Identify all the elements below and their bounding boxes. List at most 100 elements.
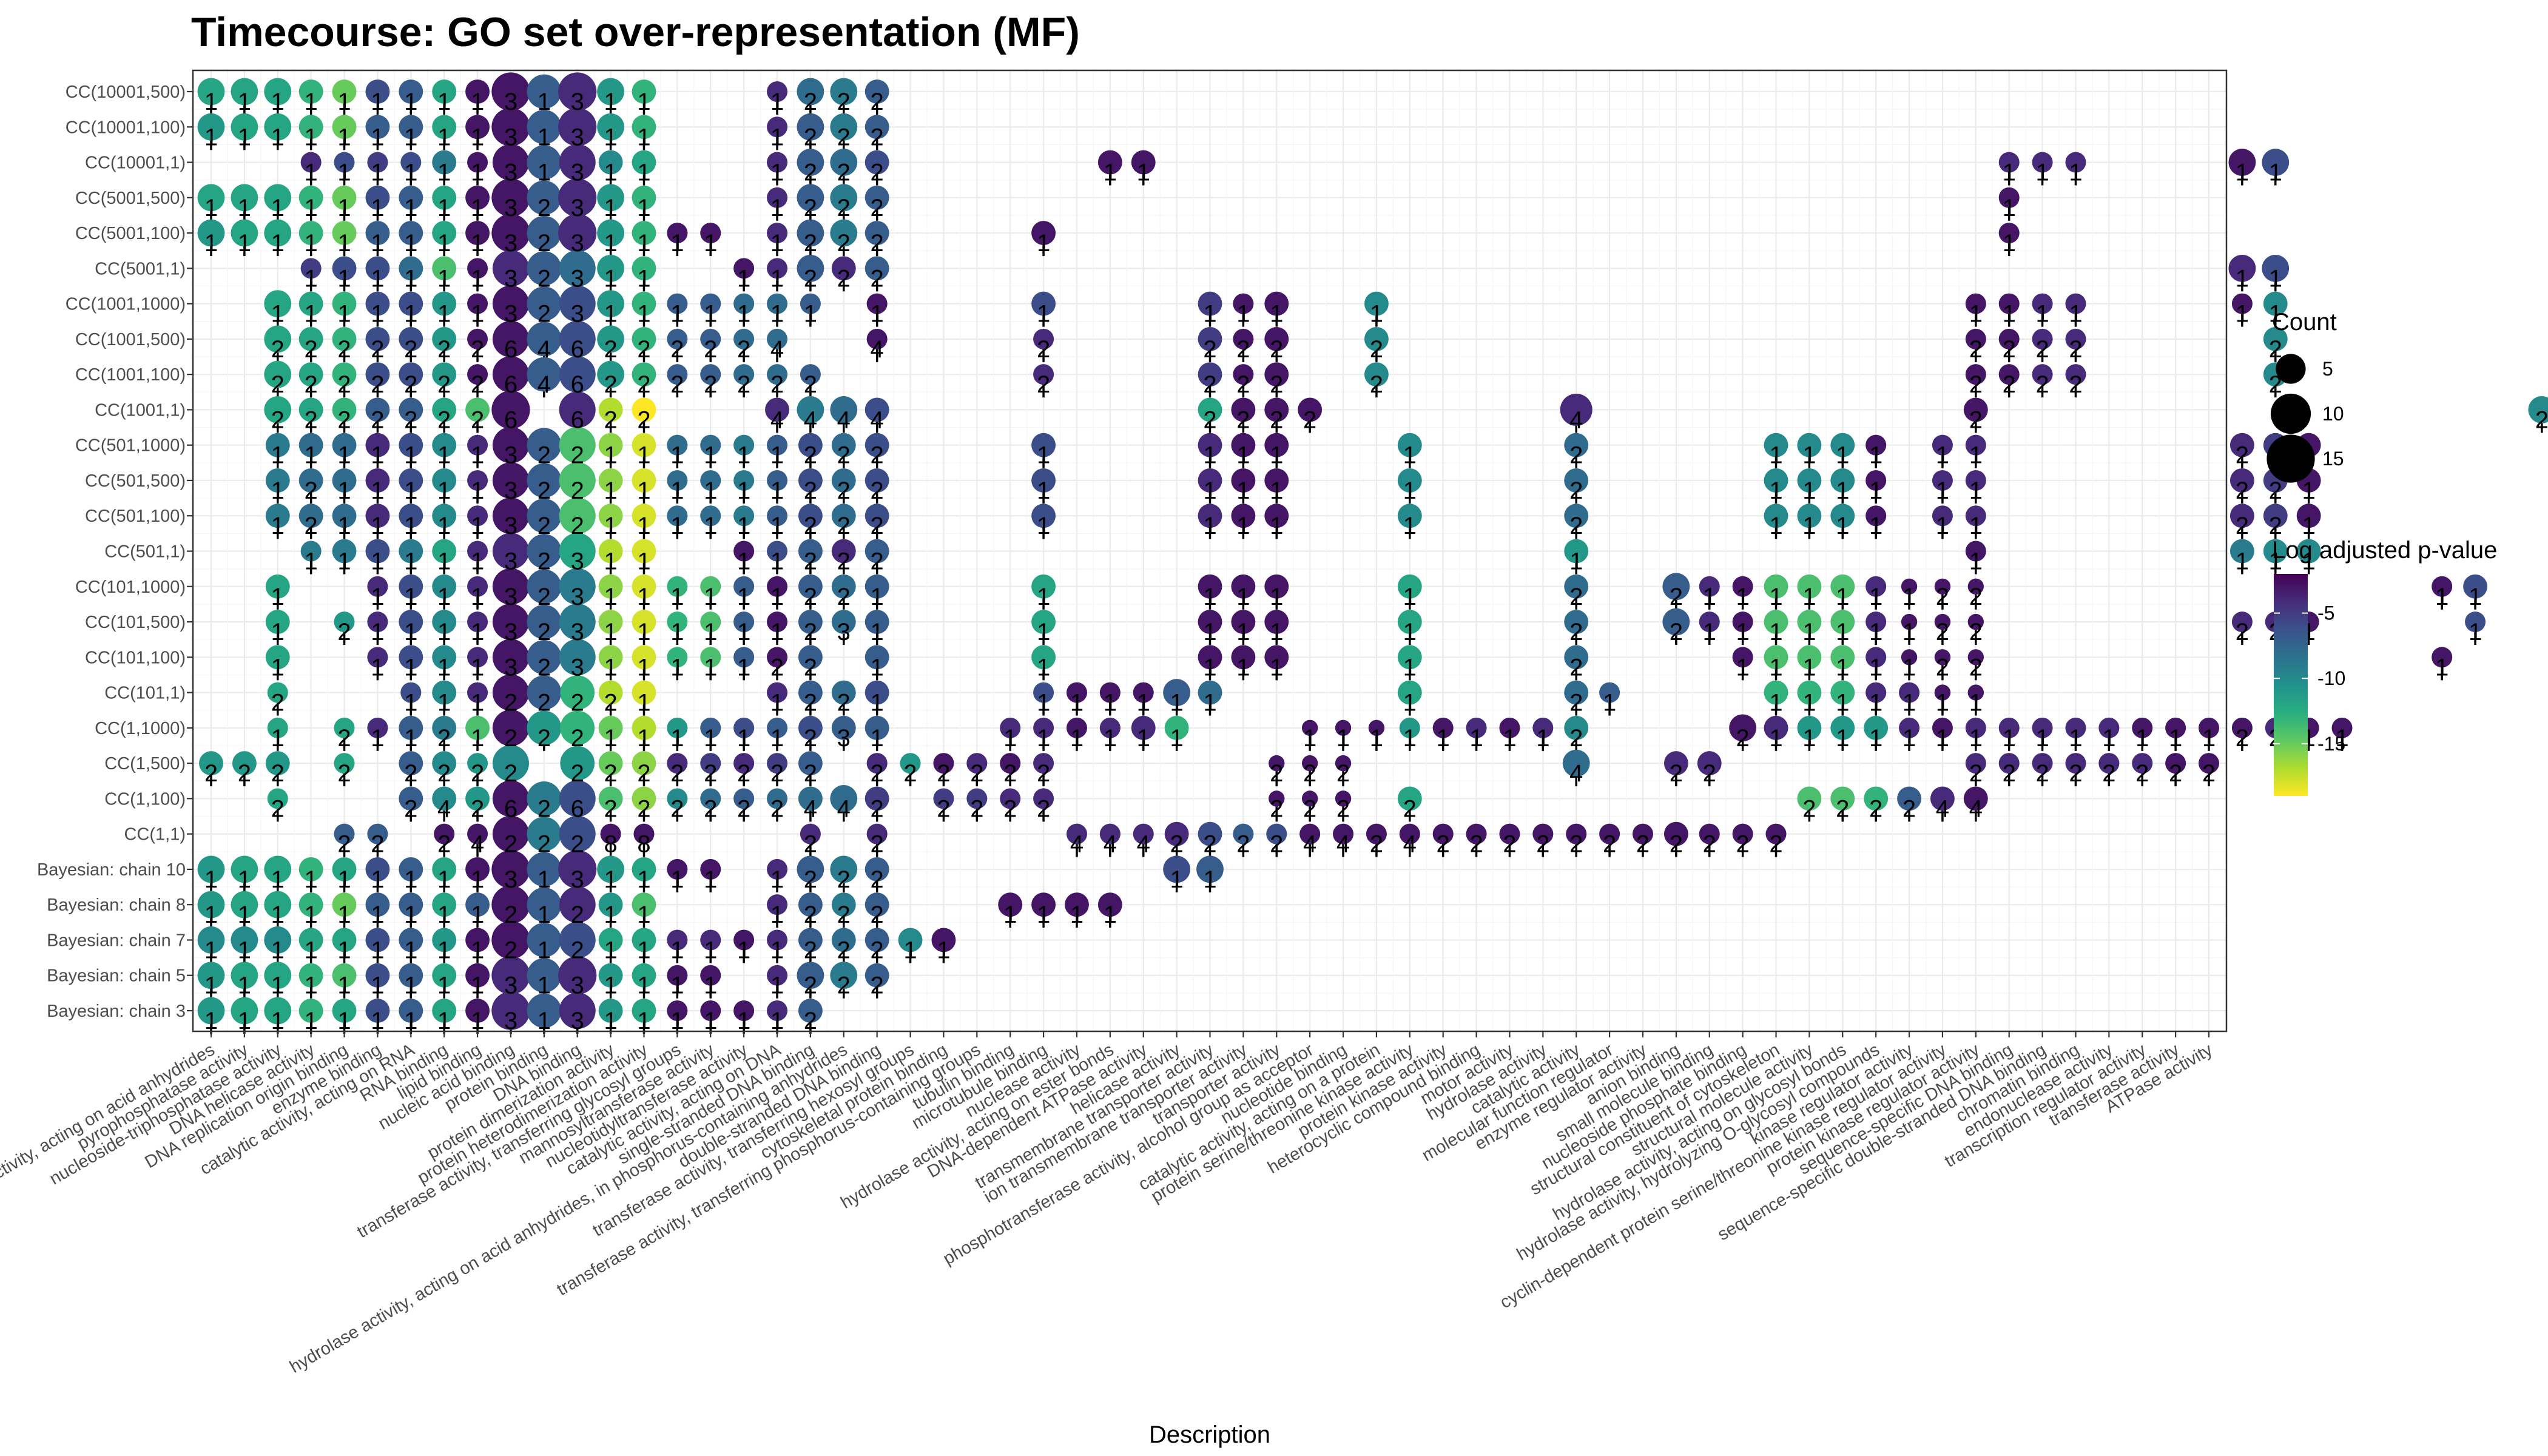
data-point	[1397, 610, 1422, 634]
data-point	[1066, 682, 1087, 703]
data-point	[365, 291, 390, 316]
data-label: 1	[2236, 160, 2249, 186]
data-label: 2	[871, 230, 884, 257]
data-point	[559, 639, 596, 676]
data-point	[1797, 680, 1822, 705]
data-point	[491, 107, 530, 146]
data-label: 2	[337, 406, 351, 433]
data-label: 2	[2236, 442, 2249, 469]
data-label: 2	[770, 371, 784, 398]
data-point	[1231, 574, 1256, 599]
data-label: 1	[1403, 513, 1417, 539]
data-label: 1	[1769, 654, 1782, 681]
data-label: 4	[770, 336, 784, 363]
data-label: 2	[837, 690, 851, 716]
data-point	[1765, 823, 1787, 844]
data-label: 6	[504, 336, 517, 363]
data-point	[700, 470, 721, 491]
data-label: 1	[238, 124, 251, 150]
data-label: 1	[871, 725, 884, 752]
data-label: 2	[337, 371, 351, 398]
data-label: 2	[2035, 371, 2049, 398]
data-point	[632, 715, 656, 740]
data-label: 2	[1569, 442, 1583, 469]
data-label: 1	[637, 972, 650, 999]
data-point	[1198, 291, 1222, 316]
data-label: 1	[1802, 654, 1816, 681]
data-point	[733, 647, 755, 668]
data-label: 4	[1336, 831, 1350, 858]
data-label: 1	[471, 619, 484, 645]
data-label: 1	[770, 548, 784, 575]
data-point	[1198, 821, 1222, 846]
data-point	[667, 717, 688, 738]
data-point	[1264, 433, 1289, 457]
data-label: 1	[2102, 725, 2115, 752]
data-label: 1	[1836, 654, 1849, 681]
data-point	[492, 426, 529, 463]
data-point	[597, 113, 624, 141]
data-point	[2231, 717, 2253, 738]
data-label: 1	[1869, 690, 1882, 716]
data-label: 1	[1969, 690, 1983, 716]
data-point	[700, 647, 721, 668]
data-label: 1	[1236, 584, 1250, 610]
data-label: 2	[337, 831, 351, 858]
data-label: 2	[737, 371, 750, 398]
data-point	[334, 753, 355, 774]
data-point	[597, 855, 624, 883]
data-label: 2	[371, 336, 384, 363]
data-point	[1264, 291, 1289, 316]
data-label: 2	[1203, 371, 1216, 398]
y-tick-label: CC(5001,100)	[75, 224, 186, 243]
data-label: 2	[337, 336, 351, 363]
data-label: 1	[371, 160, 384, 186]
data-label: 2	[937, 760, 950, 787]
data-label: 1	[1503, 725, 1516, 752]
data-label: 1	[903, 937, 917, 963]
data-point	[399, 291, 423, 316]
data-point	[367, 647, 388, 668]
data-label: 1	[1802, 584, 1816, 610]
data-point	[399, 751, 423, 776]
data-label: 1	[670, 513, 684, 539]
data-point	[598, 715, 623, 740]
data-label: 1	[637, 442, 650, 469]
data-point	[1564, 610, 1589, 634]
data-point	[527, 74, 562, 109]
data-label: 1	[2202, 725, 2216, 752]
data-label: 2	[804, 760, 817, 787]
data-point	[1335, 790, 1352, 807]
data-point	[467, 505, 488, 527]
data-label: 2	[770, 760, 784, 787]
data-label: 1	[538, 902, 551, 928]
data-label: 2	[1403, 795, 1417, 822]
data-point	[767, 258, 788, 279]
data-point	[465, 892, 490, 917]
data-label: 1	[1969, 477, 1983, 504]
data-point	[298, 857, 323, 881]
data-point	[332, 79, 357, 104]
data-point	[864, 715, 889, 740]
data-label: 1	[1336, 725, 1350, 752]
data-label: 1	[770, 937, 784, 963]
data-point	[399, 786, 423, 811]
data-point	[1233, 293, 1254, 314]
data-point	[1099, 823, 1121, 844]
data-label: 1	[471, 690, 484, 716]
data-label: 1	[2003, 230, 2016, 257]
data-point	[432, 115, 457, 140]
data-point	[864, 256, 889, 281]
data-label: 1	[271, 619, 285, 645]
data-label: 1	[1137, 725, 1150, 752]
data-point	[267, 682, 288, 703]
data-point	[1397, 433, 1422, 457]
data-point	[1231, 645, 1256, 670]
data-label: 2	[437, 371, 451, 398]
data-point	[598, 999, 623, 1023]
data-label: 1	[937, 937, 950, 963]
data-label: 1	[1003, 902, 1017, 928]
data-point	[559, 815, 596, 852]
data-point	[598, 786, 623, 811]
data-point	[830, 855, 858, 883]
